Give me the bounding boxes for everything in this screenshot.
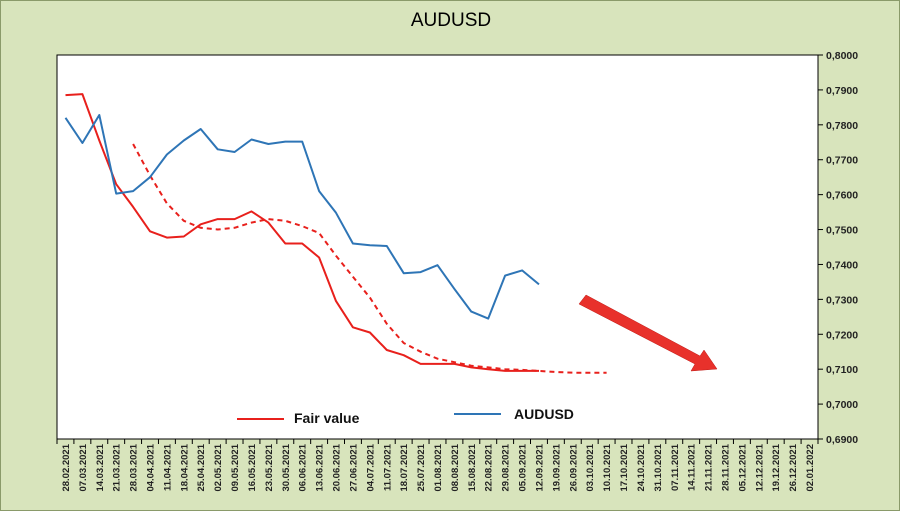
y-tick-label: 0,7900 [826,85,858,97]
x-tick-label: 08.08.2021 [450,443,461,491]
x-tick-label: 09.05.2021 [230,443,241,491]
legend-label-audusd: AUDUSD [514,406,574,422]
plot-area [56,54,819,440]
x-tick-label: 21.03.2021 [112,443,123,491]
chart-title: AUDUSD [410,10,492,31]
x-tick-label: 12.12.2021 [754,443,765,491]
x-tick-label: 13.06.2021 [315,443,326,491]
x-tick-label: 14.11.2021 [687,443,698,491]
x-tick-label: 19.12.2021 [771,443,782,491]
x-tick-label: 31.10.2021 [653,443,664,491]
x-tick-label: 07.11.2021 [670,443,681,491]
legend-label-fair-value: Fair value [294,410,360,426]
y-tick-label: 0,7800 [826,120,858,132]
x-tick-label: 29.08.2021 [501,443,512,491]
y-tick-label: 0,7600 [826,190,858,202]
y-tick-label: 0,7400 [826,259,858,271]
x-tick-label: 28.11.2021 [720,443,731,491]
x-tick-label: 24.10.2021 [636,443,647,491]
audusd-line [64,114,540,320]
y-tick-label: 0,7300 [826,294,858,306]
y-tick-label: 0,7200 [826,329,858,341]
x-tick-label: 23.05.2021 [264,443,275,491]
fair-value-line [65,93,539,372]
x-tick-label: 12.09.2021 [534,443,545,491]
x-tick-label: 18.04.2021 [179,443,190,491]
x-tick-label: 06.06.2021 [298,443,309,491]
x-tick-label: 28.02.2021 [61,443,72,491]
y-tick-label: 0,8000 [826,50,858,62]
x-tick-label: 26.12.2021 [788,443,799,491]
x-tick-label: 03.10.2021 [585,443,596,491]
x-tick-label: 02.01.2022 [805,444,816,492]
y-tick-label: 0,6900 [826,434,858,446]
x-tick-label: 25.07.2021 [416,443,427,491]
projection-dashed-line [132,143,607,374]
x-tick-label: 26.09.2021 [568,443,579,491]
x-tick-label: 05.12.2021 [737,443,748,491]
x-tick-label: 05.09.2021 [518,443,529,491]
x-tick-label: 22.08.2021 [484,443,495,491]
y-tick-label: 0,7700 [826,155,858,167]
x-tick-label: 30.05.2021 [281,443,292,491]
trend-arrow [578,294,718,372]
x-tick-label: 04.04.2021 [146,443,157,491]
x-tick-label: 04.07.2021 [365,443,376,491]
x-tick-label: 16.05.2021 [247,443,258,491]
x-tick-label: 10.10.2021 [602,443,613,491]
y-tick-label: 0,7100 [826,364,858,376]
x-tick-label: 28.03.2021 [129,443,140,491]
x-tick-label: 07.03.2021 [78,443,89,491]
x-tick-label: 27.06.2021 [348,443,359,491]
x-tick-label: 19.09.2021 [551,443,562,491]
x-tick-label: 01.08.2021 [433,443,444,491]
x-tick-label: 17.10.2021 [619,443,630,491]
x-tick-label: 18.07.2021 [399,443,410,491]
y-tick-label: 0,7000 [826,399,858,411]
y-tick-label: 0,7500 [826,225,858,237]
x-tick-label: 25.04.2021 [196,443,207,491]
x-tick-label: 15.08.2021 [467,443,478,491]
x-tick-label: 20.06.2021 [332,443,343,491]
x-tick-label: 14.03.2021 [95,443,106,491]
x-tick-label: 11.04.2021 [162,443,173,491]
x-tick-label: 02.05.2021 [213,443,224,491]
x-tick-label: 11.07.2021 [382,443,393,491]
x-tick-label: 21.11.2021 [704,443,715,491]
